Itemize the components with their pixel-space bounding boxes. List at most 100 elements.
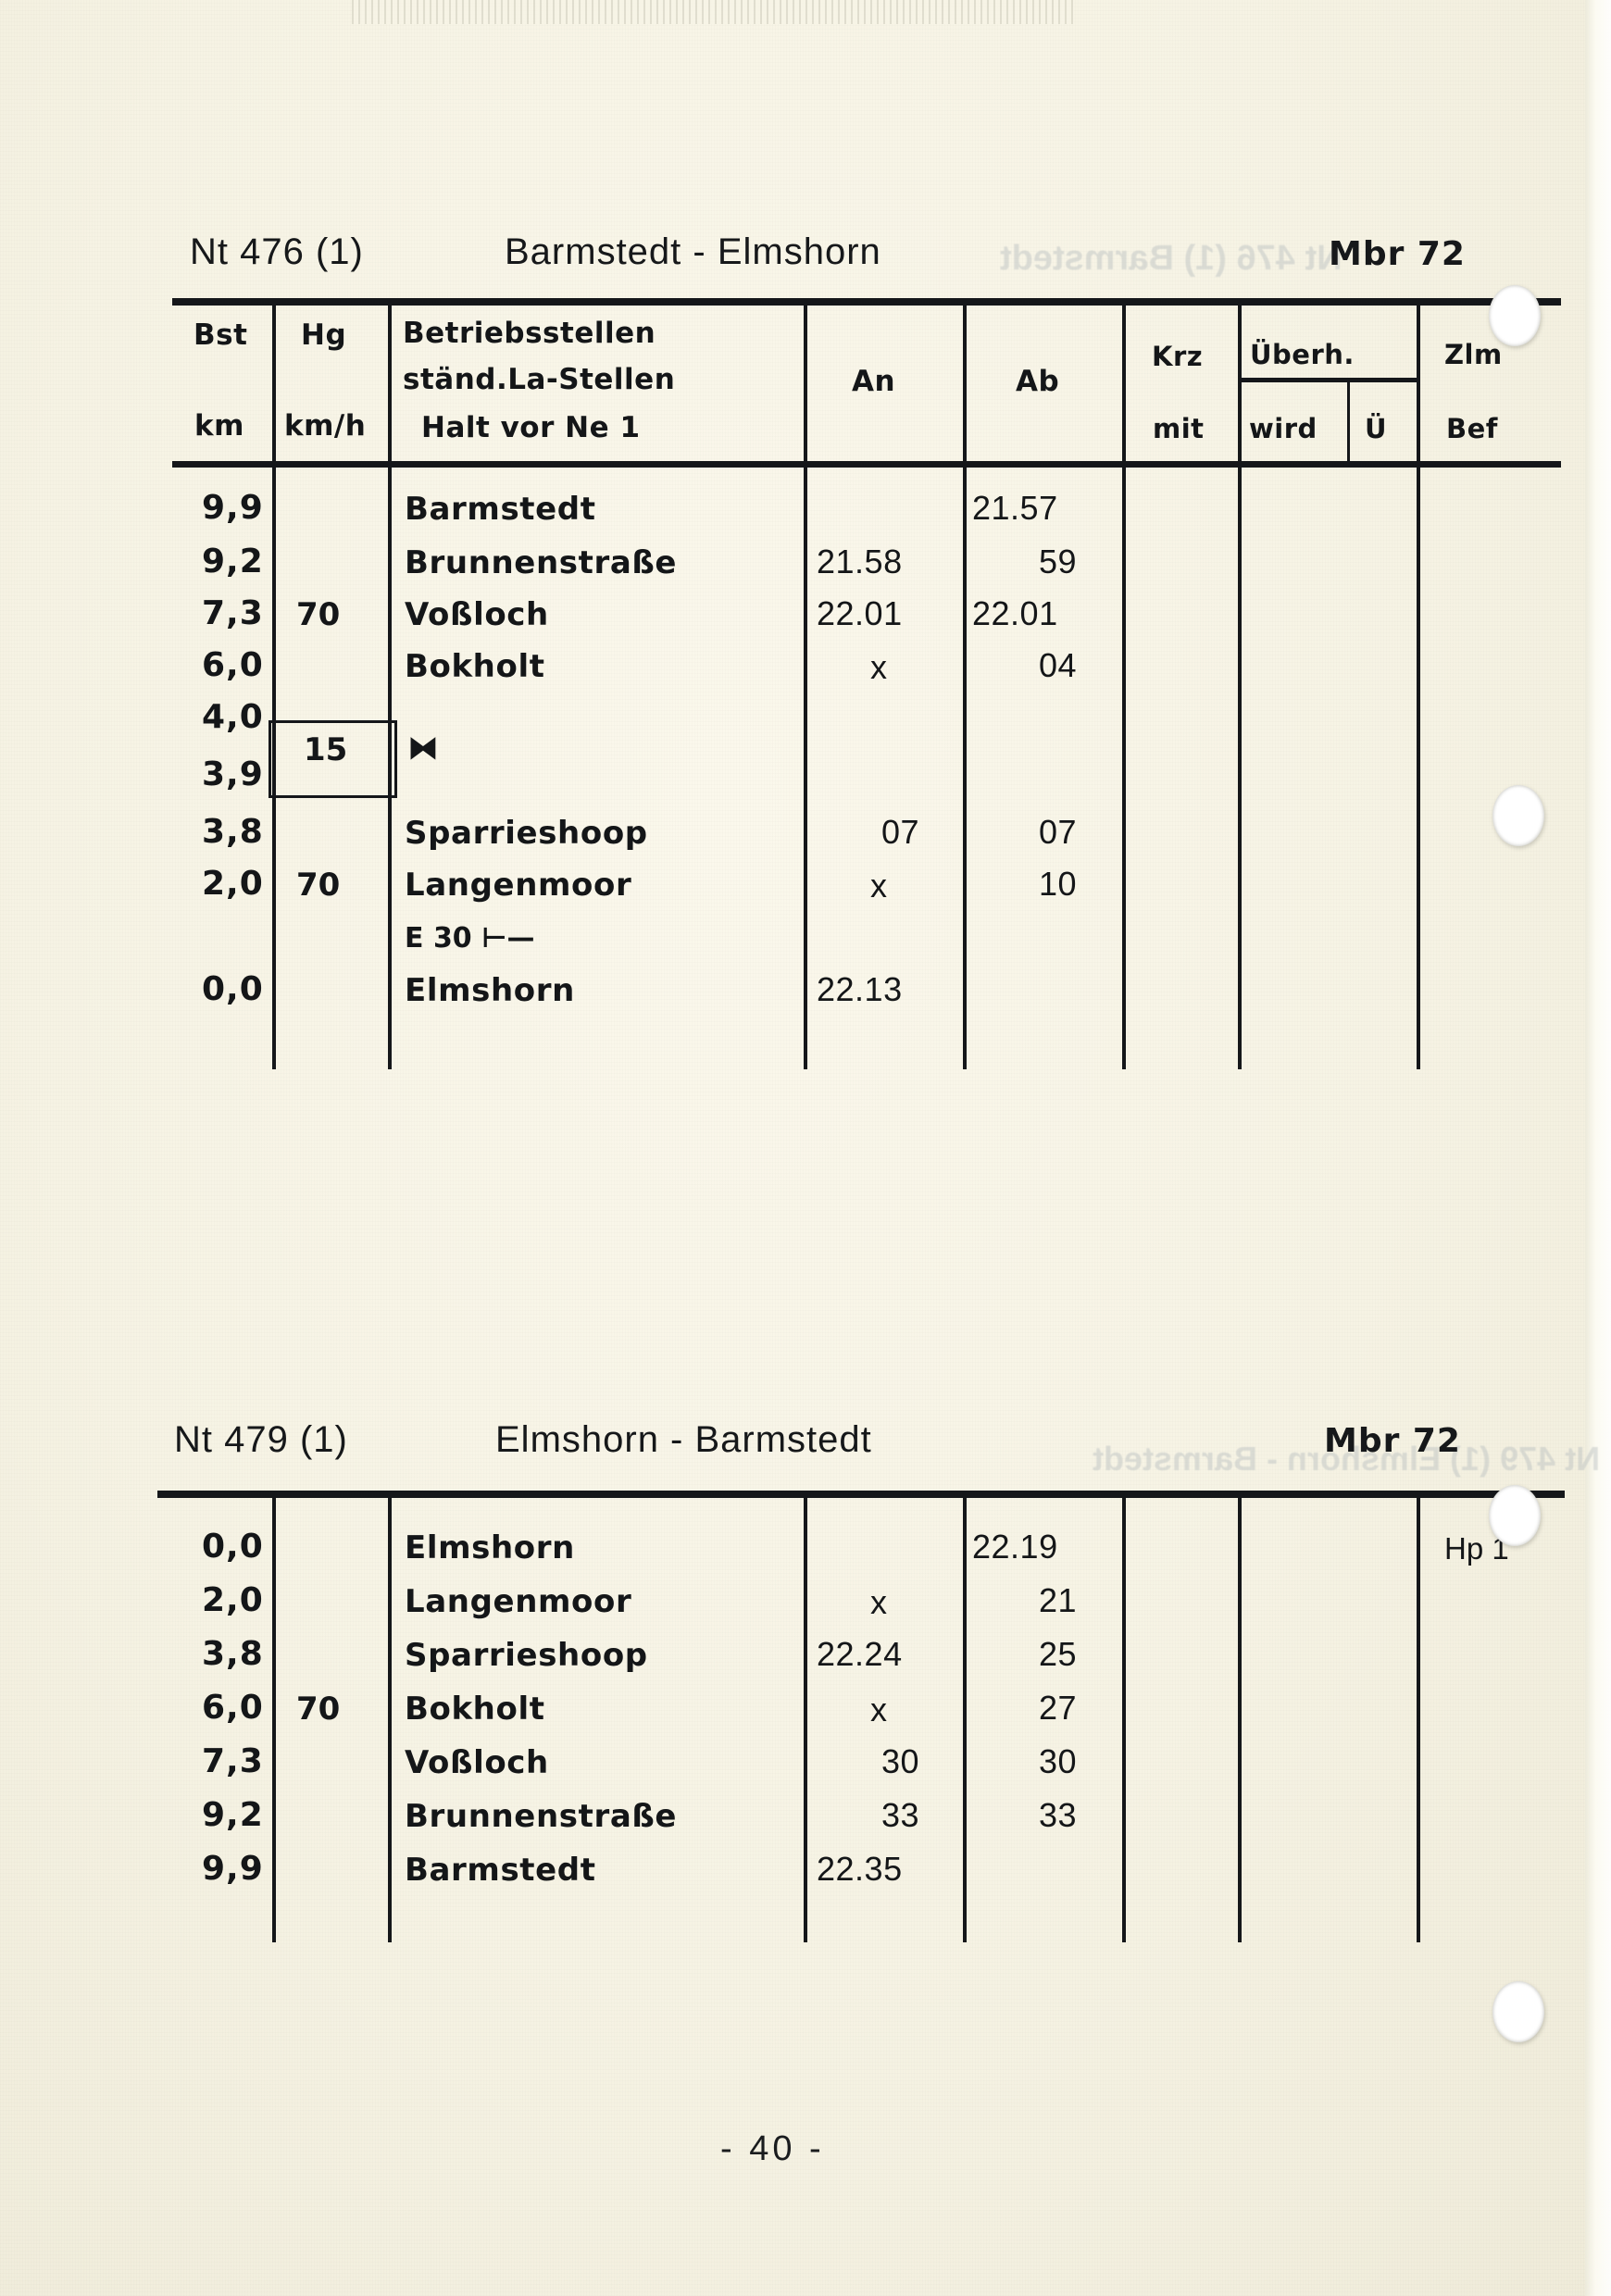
table-row: Elmshorn bbox=[405, 1529, 575, 1566]
hole-punch bbox=[1492, 785, 1544, 846]
table-row: 30 bbox=[1039, 1742, 1078, 1780]
table-row: Langenmoor bbox=[405, 1583, 632, 1620]
header-ueberh-u: Ü bbox=[1365, 413, 1388, 444]
header-bst: Bst bbox=[194, 318, 248, 352]
table-row: Elmshorn bbox=[405, 972, 575, 1009]
table-row: 21.58 bbox=[817, 543, 903, 580]
table-row: x bbox=[870, 1583, 888, 1621]
table-row: 3,8 bbox=[202, 813, 264, 851]
table-row: 3,8 bbox=[202, 1635, 264, 1673]
table-row: Voßloch bbox=[405, 1744, 549, 1781]
header-betriebsstellen-1: Betriebsstellen bbox=[403, 317, 656, 350]
hole-punch bbox=[1489, 285, 1541, 346]
table-row: 21.57 bbox=[972, 489, 1058, 527]
table1-top-rule bbox=[172, 298, 1561, 306]
table1-colsep-an bbox=[963, 306, 967, 461]
table-row: 7,3 bbox=[202, 594, 264, 632]
table2-validity: Mbr 72 bbox=[1324, 1422, 1461, 1460]
header-bst-unit: km bbox=[194, 409, 244, 443]
table-row: 33 bbox=[881, 1796, 920, 1834]
table-row: 25 bbox=[1039, 1635, 1078, 1673]
table1-body-sep-ab bbox=[1122, 468, 1126, 1069]
table2-top-rule bbox=[157, 1491, 1565, 1498]
header-ueberh: Überh. bbox=[1250, 339, 1355, 370]
table1-train-number: Nt 476 (1) bbox=[190, 231, 364, 272]
table1-validity: Mbr 72 bbox=[1329, 235, 1466, 273]
table1-route: Barmstedt - Elmshorn bbox=[505, 231, 881, 272]
table-row: 22.24 bbox=[817, 1635, 903, 1673]
table-row: Bokholt bbox=[405, 648, 545, 685]
table-row: 10 bbox=[1039, 865, 1078, 903]
table1-body-sep-krz bbox=[1238, 468, 1242, 1069]
table-row: 3,9 bbox=[202, 755, 264, 793]
table-row: 22.01 bbox=[972, 594, 1058, 632]
table1-header-rule bbox=[172, 461, 1561, 468]
table-row: 2,0 bbox=[202, 865, 264, 903]
ghost-text: Nt 476 (1) Barmstedt bbox=[1000, 239, 1342, 278]
table-row: 22.35 bbox=[817, 1850, 903, 1888]
table-row: 70 bbox=[296, 1691, 341, 1728]
scan-comb-artifact bbox=[352, 0, 1074, 24]
header-hg: Hg bbox=[301, 318, 347, 352]
table2-colsep-stn bbox=[804, 1498, 807, 1942]
table1-body-sep-stn bbox=[804, 468, 807, 1069]
table-row: 33 bbox=[1039, 1796, 1078, 1834]
table-row: 30 bbox=[881, 1742, 920, 1780]
header-ab: Ab bbox=[1016, 365, 1060, 398]
table2-colsep-ab bbox=[1122, 1498, 1126, 1942]
la-symbol-icon: ⧓ bbox=[407, 730, 439, 767]
table-row: 7,3 bbox=[202, 1742, 264, 1780]
hole-punch bbox=[1492, 1981, 1544, 2042]
table-row: 4,0 bbox=[202, 698, 264, 736]
table1-colsep-uberh bbox=[1417, 306, 1420, 461]
scan-edge-strip bbox=[1585, 0, 1611, 2296]
table1-uberh-underline bbox=[1241, 378, 1417, 382]
table1-body-sep-uberh bbox=[1417, 468, 1420, 1069]
table-row: Barmstedt bbox=[405, 491, 596, 528]
table-row: 22.13 bbox=[817, 970, 903, 1008]
table-row: 04 bbox=[1039, 646, 1078, 684]
table-row: 6,0 bbox=[202, 646, 264, 684]
table-row: 07 bbox=[881, 813, 920, 851]
header-krz-mit: mit bbox=[1153, 413, 1205, 444]
header-zlm: Zlm bbox=[1444, 339, 1503, 370]
table-row: Barmstedt bbox=[405, 1852, 596, 1889]
hole-punch bbox=[1489, 1485, 1541, 1546]
table2-train-number: Nt 479 (1) bbox=[174, 1419, 348, 1460]
header-krz: Krz bbox=[1152, 341, 1204, 372]
table-row: Sparrieshoop bbox=[405, 815, 648, 852]
table-row: 70 bbox=[296, 596, 341, 633]
table1-body-sep-an bbox=[963, 468, 967, 1069]
table2-colsep-hg bbox=[388, 1498, 392, 1942]
table-row: 9,9 bbox=[202, 1850, 264, 1888]
header-an: An bbox=[852, 365, 896, 398]
table-row: 9,2 bbox=[202, 1796, 264, 1834]
table-row: 22.01 bbox=[817, 594, 903, 632]
train-end-marker: E 30 ⊢— bbox=[405, 922, 535, 955]
table-row: 59 bbox=[1039, 543, 1078, 580]
la-speed-value: 15 bbox=[304, 731, 348, 768]
table-row: x bbox=[870, 1691, 888, 1728]
table-row: Brunnenstraße bbox=[405, 544, 678, 581]
header-betriebsstellen-3: Halt vor Ne 1 bbox=[421, 411, 641, 444]
table-row: Sparrieshoop bbox=[405, 1637, 648, 1674]
table-row: 0,0 bbox=[202, 1528, 264, 1566]
table2-colsep-krz bbox=[1238, 1498, 1242, 1942]
table1-colsep-krz bbox=[1238, 306, 1242, 461]
table1-body-sep-hg bbox=[388, 468, 392, 1069]
table2-colsep-bst bbox=[272, 1498, 276, 1942]
table-row: Langenmoor bbox=[405, 867, 632, 904]
table-row: Bokholt bbox=[405, 1691, 545, 1728]
table-row: 9,9 bbox=[202, 489, 264, 527]
header-betriebsstellen-2: ständ.La-Stellen bbox=[403, 363, 676, 396]
page-number: - 40 - bbox=[720, 2129, 825, 2168]
table-row: 07 bbox=[1039, 813, 1078, 851]
table-row: x bbox=[870, 648, 888, 686]
la-restriction-box bbox=[268, 720, 397, 798]
table-row: x bbox=[870, 867, 888, 905]
table1-body-sep-bst bbox=[272, 468, 276, 1069]
table-row: 21 bbox=[1039, 1581, 1078, 1619]
table-row: 22.19 bbox=[972, 1528, 1058, 1566]
table1-colsep-stn bbox=[804, 306, 807, 461]
